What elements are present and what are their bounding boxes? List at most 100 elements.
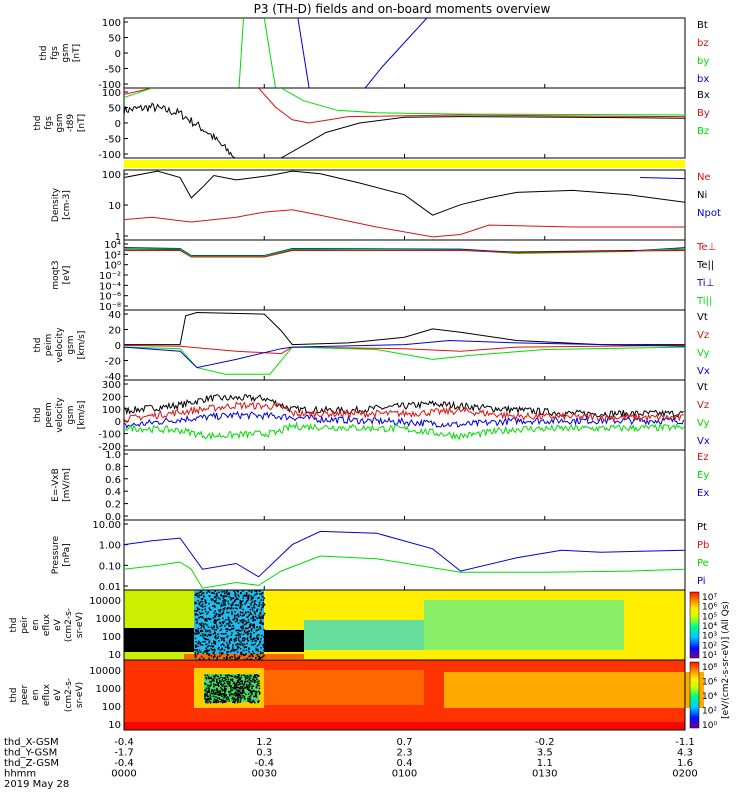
spectrogram-noise: [237, 622, 240, 624]
spectrogram-noise: [217, 637, 219, 639]
y-tick-label: 100: [102, 170, 121, 181]
spectrogram-noise: [237, 604, 239, 606]
spectrogram-noise: [228, 693, 231, 696]
spectrogram-noise: [242, 621, 244, 624]
y-tick-label: 10: [108, 201, 121, 212]
spectrogram-noise: [254, 695, 256, 698]
spectrogram-noise: [246, 637, 249, 639]
spectrogram-noise: [206, 619, 208, 622]
spectrogram-noise: [205, 647, 208, 650]
spectrogram-noise: [249, 680, 252, 682]
spectrogram-noise: [251, 693, 253, 695]
spectrogram-noise: [223, 620, 226, 623]
spectrogram-noise: [195, 644, 198, 647]
spectrogram-noise: [194, 653, 196, 656]
spectrogram-noise: [249, 636, 252, 639]
series-line: [124, 170, 685, 216]
spectrogram-noise: [253, 701, 256, 704]
spectrogram-noise: [203, 650, 206, 652]
spectrogram-noise: [230, 689, 232, 691]
spectrogram-noise: [251, 655, 254, 657]
spectrogram-noise: [250, 653, 252, 656]
spectrogram-noise: [235, 700, 237, 702]
spectrogram-noise: [219, 625, 222, 628]
spectrogram-noise: [223, 696, 225, 699]
y-tick-label: 1000: [96, 614, 121, 625]
spectrogram-noise: [223, 657, 225, 659]
spectrogram-noise: [241, 625, 243, 628]
spectrogram-noise: [230, 690, 232, 692]
spectrogram-noise: [212, 605, 214, 607]
spectrogram-noise: [247, 615, 250, 618]
spectrogram-noise: [194, 656, 197, 659]
spectrogram-noise: [216, 626, 218, 628]
spectrogram-noise: [227, 635, 229, 637]
spectrogram-noise: [202, 633, 204, 635]
spectrogram-noise: [212, 691, 215, 693]
spectrogram-noise: [219, 691, 221, 693]
spectrogram-noise: [214, 616, 216, 618]
spectrogram-noise: [219, 611, 221, 613]
spectrogram-noise: [239, 604, 242, 607]
y-tick-label: 0.10: [99, 561, 121, 572]
spectrogram-noise: [208, 640, 211, 643]
spectrogram-noise: [230, 634, 233, 636]
series-line: [280, 116, 685, 158]
spectrogram-noise: [195, 593, 198, 596]
y-tick-label: 0: [115, 417, 121, 428]
spectrogram-noise: [223, 694, 225, 696]
spectrogram-noise: [206, 653, 208, 655]
spectrogram-noise: [204, 638, 207, 641]
spectrogram-noise: [214, 619, 216, 621]
spectrogram-noise: [210, 680, 213, 683]
spectrogram-noise: [225, 697, 228, 699]
spectrogram-noise: [230, 693, 233, 696]
spectrogram-noise: [251, 650, 254, 653]
spectrogram-noise: [249, 623, 251, 626]
spectrogram-noise: [240, 600, 242, 603]
spectrogram-noise: [247, 639, 249, 642]
y-tick-label: -50: [105, 65, 121, 76]
spectrogram-noise: [201, 600, 204, 603]
spectrogram-noise: [200, 613, 202, 615]
spectrogram-noise: [234, 604, 237, 606]
spectrogram-noise: [234, 617, 236, 619]
spectrogram-noise: [242, 690, 245, 692]
spectrogram-noise: [234, 649, 236, 651]
spectrogram-noise: [247, 597, 250, 599]
spectrogram-noise: [247, 611, 249, 613]
spectrogram-noise: [204, 599, 207, 601]
spectrogram-noise: [233, 683, 236, 686]
spectrogram-noise: [232, 597, 235, 599]
spectrogram-noise: [208, 591, 211, 593]
spectrogram-noise: [220, 605, 222, 607]
spectrogram-noise: [241, 639, 244, 642]
spectrogram-noise: [243, 683, 246, 685]
spectrogram-noise: [227, 678, 230, 680]
spectrogram-noise: [238, 643, 241, 645]
spectrogram-noise: [200, 623, 203, 625]
colorbar-tick: 10²: [702, 641, 717, 651]
footer-value: 0.3: [256, 748, 272, 759]
legend-entry: By: [697, 108, 710, 119]
spectrogram-noise: [261, 656, 263, 659]
spectrogram-noise: [236, 693, 239, 696]
spectrogram-noise: [251, 596, 254, 598]
spectrogram-noise: [245, 646, 248, 649]
spectrogram-noise: [217, 684, 219, 687]
spectrogram-noise: [196, 649, 198, 651]
spectrogram-noise: [231, 689, 234, 691]
spectrogram-noise: [249, 655, 251, 657]
spectrogram-noise: [199, 658, 201, 660]
spectrogram-band: [264, 670, 424, 705]
spectrogram-noise: [236, 617, 238, 620]
spectrogram-noise: [205, 677, 208, 680]
y-axis-label: [nT]: [72, 44, 82, 62]
spectrogram-noise: [246, 600, 248, 602]
spectrogram-noise: [240, 592, 242, 595]
spectrogram-noise: [252, 606, 255, 608]
spectrogram-noise: [228, 639, 231, 642]
spectrogram-noise: [202, 623, 205, 625]
spectrogram-noise: [205, 630, 207, 633]
